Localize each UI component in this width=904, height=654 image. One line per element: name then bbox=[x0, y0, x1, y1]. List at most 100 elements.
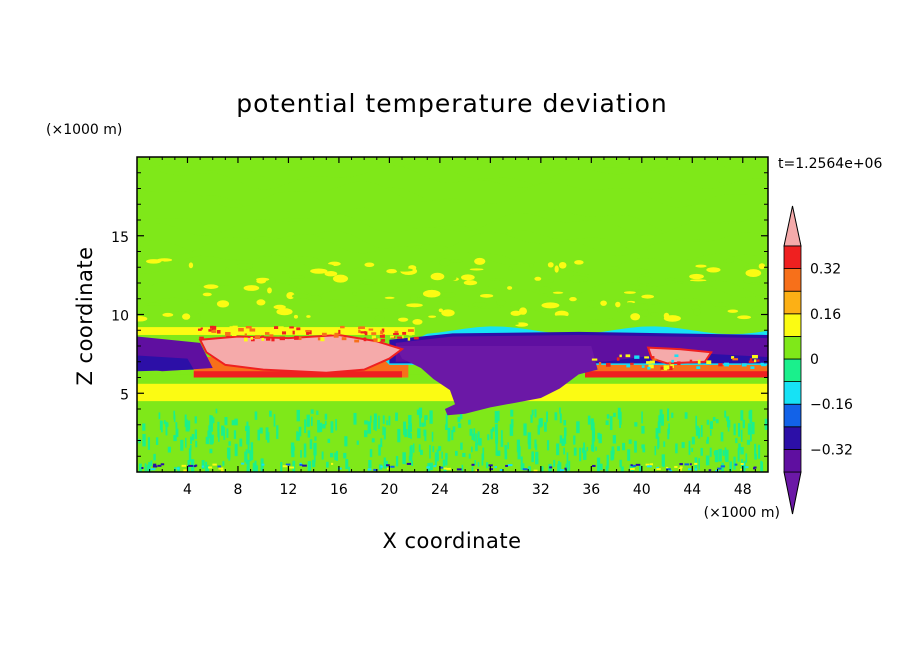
turbulent-patch bbox=[763, 273, 768, 277]
interface-speck bbox=[266, 338, 271, 341]
surface-streak bbox=[345, 459, 349, 470]
surface-streak bbox=[304, 419, 307, 433]
surface-streak bbox=[247, 440, 250, 454]
surface-streak bbox=[254, 460, 257, 472]
surface-speck bbox=[150, 468, 156, 471]
surface-speck bbox=[433, 465, 437, 468]
surface-streak bbox=[420, 449, 423, 455]
surface-streak bbox=[167, 446, 171, 453]
interface-speck bbox=[340, 325, 345, 329]
colorbar-swatch bbox=[783, 403, 802, 428]
surface-streak bbox=[634, 422, 638, 427]
surface-streak bbox=[591, 444, 594, 451]
surface-streak bbox=[667, 408, 670, 421]
colorbar-tick-label: −0.16 bbox=[810, 397, 853, 413]
surface-streak bbox=[471, 466, 474, 472]
interface-speck bbox=[269, 334, 274, 337]
turbulent-patch bbox=[751, 306, 764, 315]
surface-streak bbox=[641, 425, 645, 434]
surface-streak bbox=[223, 427, 226, 440]
surface-speck bbox=[656, 468, 661, 471]
surface-streak bbox=[180, 439, 184, 451]
surface-speck bbox=[330, 462, 334, 465]
surface-speck bbox=[674, 465, 678, 468]
surface-speck bbox=[694, 462, 698, 465]
surface-streak bbox=[720, 432, 724, 442]
surface-streak bbox=[208, 425, 212, 438]
interface-speck bbox=[670, 364, 674, 368]
x-axis-unit: (×1000 m) bbox=[704, 505, 780, 521]
surface-streak bbox=[205, 461, 208, 472]
colorbar-swatch bbox=[783, 268, 802, 292]
surface-speck bbox=[645, 463, 650, 466]
surface-speck bbox=[689, 463, 692, 466]
surface-streak bbox=[147, 437, 151, 450]
turbulent-patch bbox=[236, 262, 254, 270]
surface-streak bbox=[280, 462, 283, 472]
surface-streak bbox=[697, 427, 701, 439]
surface-streak bbox=[494, 424, 498, 435]
interface-speck bbox=[413, 336, 419, 340]
surface-streak bbox=[375, 421, 377, 432]
interface-speck bbox=[333, 334, 339, 338]
surface-streak bbox=[300, 450, 302, 458]
surface-streak bbox=[210, 415, 213, 424]
interface-speck bbox=[341, 337, 347, 341]
turbulent-patch bbox=[299, 317, 305, 322]
interface-speck bbox=[371, 332, 377, 335]
surface-speck bbox=[181, 464, 187, 467]
surface-streak bbox=[509, 424, 514, 436]
surface-speck bbox=[646, 465, 652, 468]
surface-streak bbox=[309, 439, 313, 450]
interface-speck bbox=[731, 356, 735, 359]
surface-streak bbox=[579, 447, 582, 462]
surface-speck bbox=[241, 462, 245, 465]
surface-speck bbox=[386, 464, 390, 467]
surface-speck bbox=[456, 468, 462, 471]
turbulent-patch bbox=[384, 296, 395, 299]
surface-streak bbox=[244, 451, 246, 463]
surface-streak bbox=[334, 452, 338, 461]
surface-streak bbox=[658, 415, 661, 425]
interface-speck bbox=[407, 337, 411, 341]
colorbar-swatch bbox=[783, 245, 802, 270]
interface-speck bbox=[208, 329, 214, 332]
surface-streak bbox=[691, 447, 694, 452]
surface-streak bbox=[715, 419, 719, 424]
turbulent-patch bbox=[448, 275, 457, 281]
surface-streak bbox=[188, 420, 191, 430]
surface-streak bbox=[330, 421, 334, 433]
surface-streak bbox=[371, 438, 375, 443]
surface-streak bbox=[700, 447, 703, 456]
surface-speck bbox=[694, 468, 698, 471]
interface-speck bbox=[732, 365, 736, 370]
turbulent-patch bbox=[137, 316, 148, 322]
surface-streak bbox=[429, 410, 433, 424]
surface-streak bbox=[395, 412, 398, 421]
surface-streak bbox=[231, 420, 235, 426]
surface-streak bbox=[265, 427, 269, 440]
surface-streak bbox=[316, 410, 319, 415]
surface-streak bbox=[438, 446, 442, 451]
surface-streak bbox=[233, 430, 237, 439]
turbulent-patch bbox=[551, 315, 570, 320]
colorbar-swatch bbox=[783, 448, 802, 473]
surface-speck bbox=[632, 464, 637, 467]
surface-speck bbox=[688, 468, 692, 471]
surface-streak bbox=[485, 462, 489, 469]
turbulent-patch bbox=[361, 279, 377, 285]
surface-speck bbox=[406, 462, 412, 465]
interface-speck bbox=[225, 331, 231, 336]
interface-speck bbox=[750, 366, 755, 370]
interface-speck bbox=[294, 335, 299, 340]
interface-speck bbox=[251, 338, 255, 342]
turbulent-patch bbox=[510, 322, 519, 326]
surface-streak bbox=[617, 407, 621, 420]
x-tick-label: 40 bbox=[633, 482, 651, 498]
interface-speck bbox=[677, 361, 681, 366]
surface-streak bbox=[497, 450, 501, 456]
surface-speck bbox=[522, 468, 528, 471]
surface-streak bbox=[462, 452, 466, 458]
turbulent-patch bbox=[689, 279, 707, 282]
surface-streak bbox=[159, 420, 162, 430]
